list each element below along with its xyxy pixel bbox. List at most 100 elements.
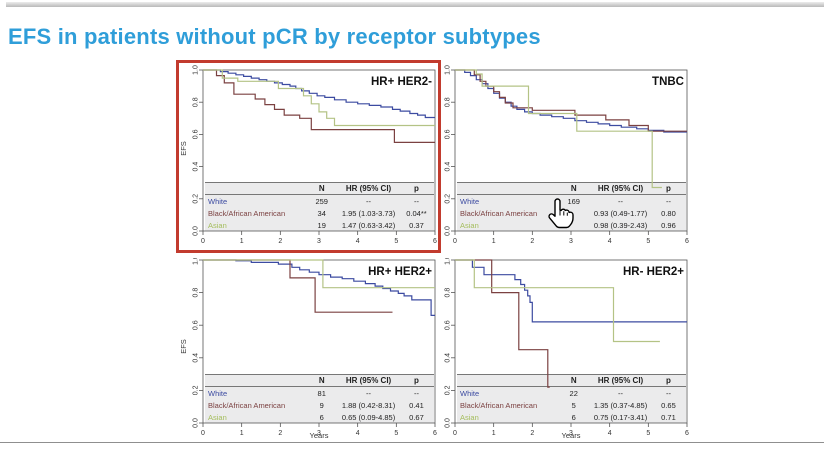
header-p: p <box>414 376 419 385</box>
race-label: White <box>460 388 480 398</box>
svg-text:0: 0 <box>201 238 205 245</box>
n-value: 22 <box>569 388 578 398</box>
n-value: 259 <box>315 196 328 206</box>
hr-value: -- <box>618 388 624 398</box>
n-value: 9 <box>319 400 324 410</box>
svg-text:1: 1 <box>492 238 496 245</box>
table-row: Black/African American 34 1.95 (1.03-3.7… <box>205 207 434 219</box>
table-row: Black/African American 9 1.88 (0.42-8.31… <box>205 399 434 411</box>
hr-value: -- <box>618 196 624 206</box>
hr-value: 1.47 (0.63-3.42) <box>341 220 396 230</box>
svg-text:1.0: 1.0 <box>193 65 200 75</box>
header-hr: HR (95% CI) <box>345 376 392 385</box>
p-value: 0.65 <box>661 400 676 410</box>
svg-text:3: 3 <box>317 238 321 245</box>
hr-value: 1.35 (0.37-4.85) <box>593 400 648 410</box>
top-divider-bar <box>6 2 824 7</box>
p-value: -- <box>665 196 671 206</box>
race-label: Asian <box>460 412 479 422</box>
svg-text:0.4: 0.4 <box>445 162 452 172</box>
p-value: 0.80 <box>661 208 676 218</box>
svg-text:0.0: 0.0 <box>193 226 200 236</box>
bottom-divider-line <box>0 442 824 443</box>
x-axis-label: Years <box>561 431 581 440</box>
stats-table-header: N HR (95% CI) p <box>457 374 686 387</box>
svg-text:1.0: 1.0 <box>445 65 452 75</box>
svg-text:0: 0 <box>453 238 457 245</box>
table-row: White 81 -- -- <box>205 387 434 399</box>
hr-value: 1.95 (1.03-3.73) <box>341 208 396 218</box>
svg-text:0.4: 0.4 <box>445 353 452 363</box>
svg-text:0.8: 0.8 <box>445 97 452 107</box>
svg-text:0.8: 0.8 <box>445 288 452 298</box>
table-row: White 259 -- -- <box>205 195 434 207</box>
svg-text:0.2: 0.2 <box>193 385 200 395</box>
header-hr: HR (95% CI) <box>597 184 644 193</box>
svg-text:0.6: 0.6 <box>193 129 200 139</box>
svg-text:1: 1 <box>240 238 244 245</box>
n-value: 6 <box>319 412 324 422</box>
svg-text:1.0: 1.0 <box>445 258 452 265</box>
race-label: Asian <box>208 412 227 422</box>
svg-text:0.6: 0.6 <box>445 129 452 139</box>
p-value: 0.67 <box>409 412 424 422</box>
hr-value: -- <box>366 196 372 206</box>
header-p: p <box>414 184 419 193</box>
race-label: Black/African American <box>460 400 538 410</box>
hr-value: 0.98 (0.39-2.43) <box>593 220 648 230</box>
hr-value: 1.88 (0.42-8.31) <box>341 400 396 410</box>
svg-text:4: 4 <box>608 238 612 245</box>
stats-table: N HR (95% CI) p White 81 -- -- Black/Afr… <box>205 374 434 423</box>
svg-text:0.8: 0.8 <box>193 288 200 298</box>
panel-title: HR- HER2+ <box>622 266 684 278</box>
svg-text:5: 5 <box>646 238 650 245</box>
race-label: Black/African American <box>208 400 286 410</box>
header-n: N <box>318 184 325 193</box>
svg-text:6: 6 <box>685 238 689 245</box>
header-n: N <box>570 184 577 193</box>
n-value: 81 <box>317 388 326 398</box>
stats-table-header: N HR (95% CI) p <box>205 182 434 195</box>
hr-value: 0.75 (0.17-3.41) <box>593 412 648 422</box>
stats-table: N HR (95% CI) p White 22 -- -- Black/Afr… <box>457 374 686 423</box>
svg-text:0.4: 0.4 <box>193 353 200 363</box>
n-value: 34 <box>317 208 326 218</box>
svg-text:0.2: 0.2 <box>445 194 452 204</box>
table-row: White 22 -- -- <box>457 387 686 399</box>
km-panel-hr-pos-her2-pos: EFS N HR (95% CI) p White 81 -- -- Black… <box>178 258 440 450</box>
page-title: EFS in patients without pCR by receptor … <box>8 24 541 49</box>
svg-text:0.0: 0.0 <box>445 418 452 428</box>
hr-value: -- <box>366 388 372 398</box>
svg-text:0.6: 0.6 <box>445 320 452 330</box>
panel-title: HR+ HER2+ <box>368 266 432 278</box>
header-p: p <box>666 184 671 193</box>
n-value: 6 <box>571 412 576 422</box>
p-value: -- <box>413 196 419 206</box>
hand-pointer-cursor <box>548 198 574 229</box>
y-axis-label: EFS <box>178 339 188 354</box>
stats-table: N HR (95% CI) p White 259 -- -- Black/Af… <box>205 182 434 231</box>
header-hr: HR (95% CI) <box>597 376 644 385</box>
hr-value: 0.93 (0.49-1.77) <box>593 208 648 218</box>
km-panel-hr-pos-her2-neg: EFS N HR (95% CI) p White 259 -- -- Blac… <box>179 60 440 252</box>
race-label: White <box>208 196 228 206</box>
x-axis-label: Years <box>309 431 329 440</box>
p-value: 0.96 <box>661 220 676 230</box>
svg-text:0.6: 0.6 <box>193 320 200 330</box>
p-value: 0.04** <box>406 208 427 218</box>
p-value: -- <box>665 388 671 398</box>
stats-table-header: N HR (95% CI) p <box>205 374 434 387</box>
panel-title: TNBC <box>652 76 684 88</box>
km-panel-hr-neg-her2-pos: N HR (95% CI) p White 22 -- -- Black/Afr… <box>432 258 692 450</box>
svg-text:0.0: 0.0 <box>445 226 452 236</box>
svg-text:5: 5 <box>394 238 398 245</box>
svg-text:2: 2 <box>530 238 534 245</box>
n-value: 19 <box>317 220 326 230</box>
svg-text:0.8: 0.8 <box>193 97 200 107</box>
svg-text:0.4: 0.4 <box>193 162 200 172</box>
svg-text:0.2: 0.2 <box>445 385 452 395</box>
p-value: 0.71 <box>661 412 676 422</box>
stats-table-header: N HR (95% CI) p <box>457 182 686 195</box>
panel-title: HR+ HER2- <box>370 76 432 88</box>
